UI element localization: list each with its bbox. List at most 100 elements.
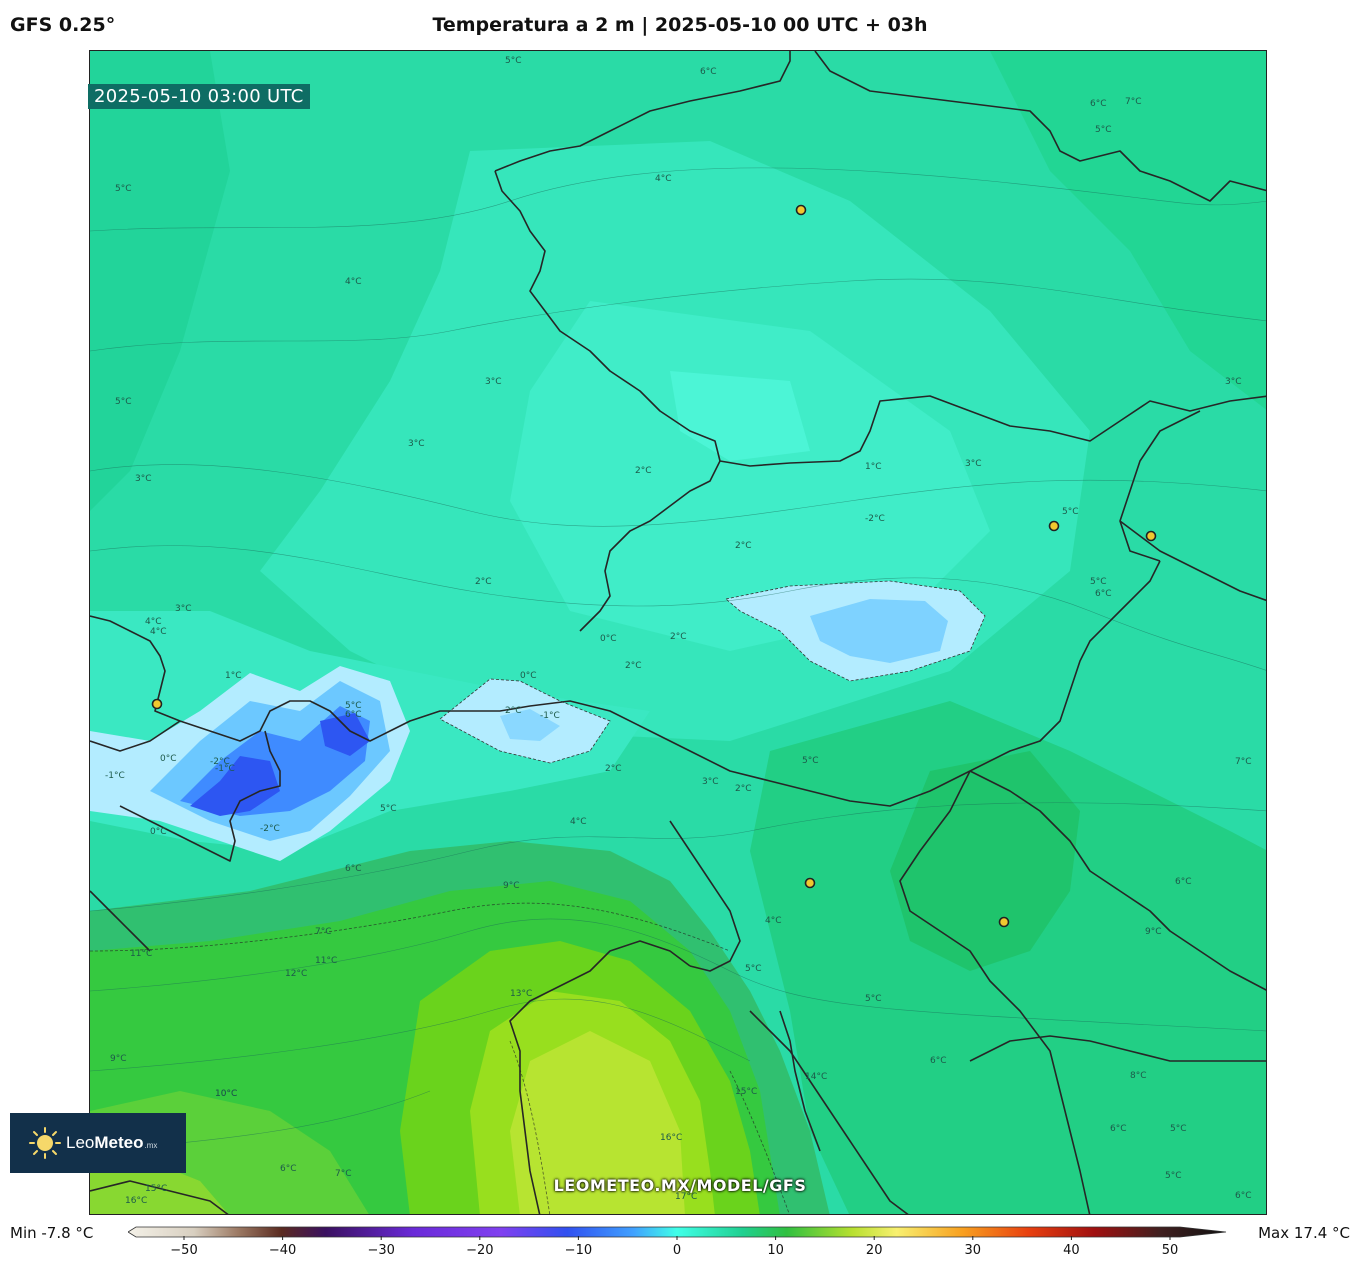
contour-label: 15°C (145, 1184, 167, 1194)
colorbar-tick-label: 0 (673, 1243, 681, 1258)
contour-label: 2°C (670, 632, 687, 642)
contour-label: 12°C (285, 969, 307, 979)
temperature-colorbar (128, 1226, 1227, 1238)
field-zone-center-inner (510, 301, 990, 651)
valid-time-badge: 2025-05-10 03:00 UTC (88, 84, 310, 109)
contour-label: 4°C (150, 627, 167, 637)
contour-label: 6°C (930, 1056, 947, 1066)
warm-area-core (510, 1031, 685, 1214)
logo-text: LeoMeteo.mx (66, 1133, 158, 1152)
contour-label: 5°C (1165, 1171, 1182, 1181)
contour-label: 14°C (805, 1072, 827, 1082)
city-dot[interactable] (1145, 530, 1157, 542)
contour-label: 10°C (215, 1089, 237, 1099)
contour-label: 9°C (503, 881, 520, 891)
city-dot[interactable] (151, 698, 163, 710)
contour-label: 3°C (485, 377, 502, 387)
contour-label: 13°C (510, 989, 532, 999)
contour-label: 2°C (625, 661, 642, 671)
contour-label: 16°C (660, 1133, 682, 1143)
sun-icon (29, 1127, 61, 1159)
contour-label: 5°C (745, 964, 762, 974)
map-canvas: 5°C 6°C 7°C 6°C 5°C 4°C 5°C 4°C 3°C 5°C 3°C 3°C 2°C 1… (90, 51, 1266, 1214)
contour-label: 0°C (160, 754, 177, 764)
colorbar-tick-label: −50 (170, 1243, 197, 1258)
contour-label: 4°C (655, 174, 672, 184)
contour-label: 5°C (1095, 125, 1112, 135)
contour-label: 3°C (135, 474, 152, 484)
contour-label: 4°C (570, 817, 587, 827)
colorbar-tick-label: −20 (466, 1243, 493, 1258)
cold-area-west-deep-2 (320, 713, 370, 756)
contour-label: -1°C (540, 711, 560, 721)
contour-label: 4°C (145, 617, 162, 627)
colorbar-gradient (128, 1226, 1227, 1238)
contour-label: 11°C (315, 956, 337, 966)
field-zone-nw (90, 51, 230, 511)
contour-label: 9°C (110, 1054, 127, 1064)
contour-label: 6°C (280, 1164, 297, 1174)
contour-label: 6°C (1235, 1191, 1252, 1201)
contour-label: -2°C (260, 824, 280, 834)
contour-label: 6°C (1175, 877, 1192, 887)
city-dot[interactable] (998, 916, 1010, 928)
contour-label: 5°C (505, 56, 522, 66)
contour-label: 6°C (1110, 1124, 1127, 1134)
contour-label: 10°C (215, 1089, 237, 1099)
isotherms (90, 167, 1266, 1152)
contour-label: 0°C (520, 671, 537, 681)
contour-label: 5°C (1170, 1124, 1187, 1134)
contour-label: 6°C (345, 710, 362, 720)
contour-label: 6°C (1090, 99, 1107, 109)
leometeo-logo[interactable]: LeoMeteo.mx (10, 1113, 186, 1173)
isotherm-dashed (90, 902, 790, 1214)
contour-label: -1°C (215, 764, 235, 774)
contour-label: -1°C (105, 771, 125, 781)
contour-label: 6°C (1095, 589, 1112, 599)
field-zone-ne (990, 51, 1266, 410)
cold-area-east-inner (810, 599, 948, 663)
contour-label: 17°C (675, 1192, 697, 1202)
colorbar-tick-label: −30 (367, 1243, 394, 1258)
contour-label: 2°C (735, 784, 752, 794)
contour-label: 2°C (635, 466, 652, 476)
contour-label: 3°C (1225, 377, 1242, 387)
contour-label: -2°C (865, 514, 885, 524)
model-name: GFS 0.25° (10, 14, 116, 36)
city-dot[interactable] (1048, 520, 1060, 532)
colorbar-tick-label: 20 (866, 1243, 883, 1258)
contour-label: 2°C (605, 764, 622, 774)
contour-label: 7°C (1235, 757, 1252, 767)
contour-label: 11°C (130, 949, 152, 959)
contour-label: 2°C (475, 577, 492, 587)
contour-label: -2°C (210, 757, 230, 767)
contour-label: 6°C (700, 67, 717, 77)
colorbar-ticks: −50 −40 −30 −20 −10 0 10 20 30 40 50 (170, 1236, 1178, 1258)
city-dot[interactable] (795, 204, 807, 216)
colorbar-tick-label: 30 (965, 1243, 982, 1258)
contour-label: 3°C (175, 604, 192, 614)
contour-label: 5°C (380, 804, 397, 814)
contour-label: 5°C (115, 184, 132, 194)
contour-label: 16°C (125, 1196, 147, 1206)
contour-label: 4°C (765, 916, 782, 926)
colorbar-tick-label: 10 (767, 1243, 784, 1258)
max-temperature-label: Max 17.4 °C (1258, 1224, 1350, 1242)
field-zone-center-core (670, 371, 810, 461)
temperature-map[interactable]: 5°C 6°C 7°C 6°C 5°C 4°C 5°C 4°C 3°C 5°C 3°C 3°C 2°C 1… (89, 50, 1267, 1215)
city-dot[interactable] (804, 877, 816, 889)
contour-label: 1°C (225, 671, 242, 681)
min-temperature-label: Min -7.8 °C (10, 1224, 94, 1242)
country-borders (90, 51, 1266, 1214)
city-markers (151, 204, 1157, 928)
contour-label: 7°C (1125, 97, 1142, 107)
colorbar-tick-label: −10 (565, 1243, 592, 1258)
contour-label: 5°C (1090, 577, 1107, 587)
contour-label: 6°C (345, 864, 362, 874)
contour-label: 0°C (150, 827, 167, 837)
watermark-url[interactable]: LEOMETEO.MX/MODEL/GFS (553, 1176, 807, 1195)
contour-label: 0°C (600, 634, 617, 644)
contour-label: 9°C (1145, 927, 1162, 937)
contour-label: 5°C (865, 994, 882, 1004)
contour-label: 8°C (1130, 1071, 1147, 1081)
